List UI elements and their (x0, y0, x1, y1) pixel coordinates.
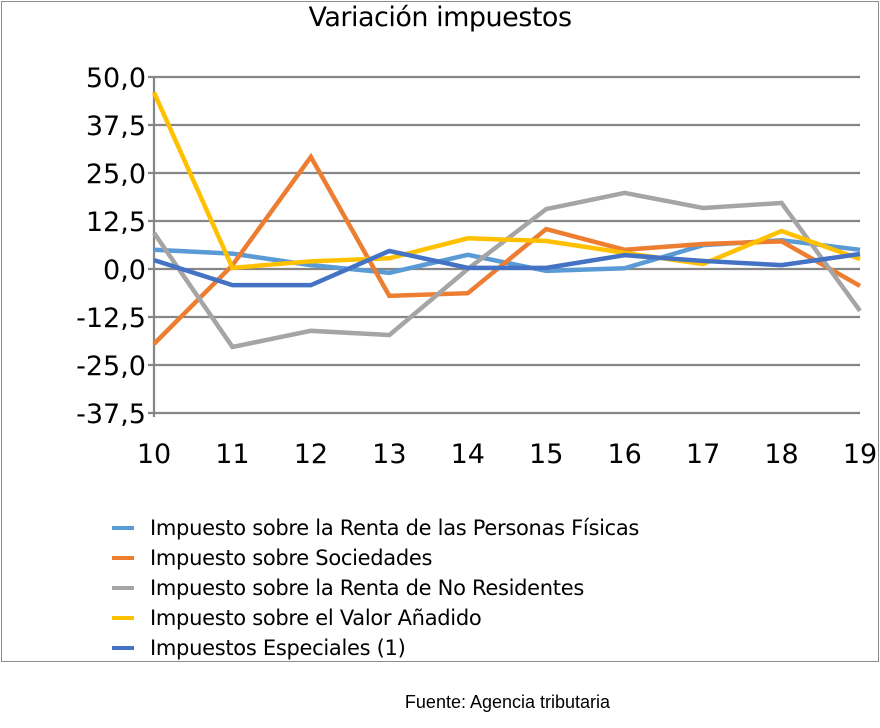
legend-swatch (112, 526, 134, 530)
legend-item: Impuesto sobre la Renta de No Residentes (112, 573, 639, 603)
legend-item: Impuesto sobre el Valor Añadido (112, 603, 639, 633)
legend-item: Impuestos Especiales (1) (112, 633, 639, 663)
legend-swatch (112, 646, 134, 650)
series-lines (151, 91, 862, 350)
series-line-1 (152, 152, 862, 346)
y-tick-label: 25,0 (86, 159, 146, 190)
legend-swatch (112, 556, 134, 560)
series-line-4 (153, 248, 861, 288)
y-tick-label: -12,5 (76, 303, 146, 334)
series-line-3 (151, 91, 861, 271)
y-tick-label: 12,5 (86, 207, 146, 238)
y-tick-label: -25,0 (76, 351, 146, 382)
x-tick-label: 14 (451, 439, 485, 470)
gridlines (148, 75, 860, 417)
x-tick-label: 13 (372, 439, 406, 470)
x-tick-label: 11 (215, 439, 249, 470)
x-tick-label: 12 (294, 439, 328, 470)
x-tick-label: 15 (529, 439, 563, 470)
x-axis-ticks: 10 11 12 13 14 15 16 17 18 19 (137, 439, 877, 470)
y-tick-label: 0,0 (103, 255, 146, 286)
y-tick-label: 37,5 (86, 111, 146, 142)
y-tick-label: -37,5 (76, 399, 146, 430)
legend-swatch (112, 616, 134, 620)
line-chart: 50,037,525,012,50,0-12,5-25,0-37,5 10 11 1… (76, 63, 877, 470)
y-axis-ticks: 50,0 37,5 25,0 12,5 0,0 -12,5 -25,0 -37,5 (76, 63, 146, 430)
x-tick-label: 17 (686, 439, 720, 470)
legend: Impuesto sobre la Renta de las Personas … (112, 513, 639, 663)
legend-label: Impuesto sobre la Renta de las Personas … (150, 516, 640, 540)
x-tick-label: 18 (764, 439, 798, 470)
x-tick-label: 19 (843, 439, 877, 470)
chart-title: Variación impuestos (308, 2, 572, 33)
legend-label: Impuestos Especiales (1) (150, 636, 406, 660)
legend-item: Impuesto sobre la Renta de las Personas … (112, 513, 639, 543)
x-tick-label: 10 (137, 439, 171, 470)
y-tick-label: 50,0 (86, 63, 146, 94)
legend-item: Impuesto sobre Sociedades (112, 543, 639, 573)
legend-label: Impuesto sobre Sociedades (150, 546, 433, 570)
legend-swatch (112, 586, 134, 590)
x-tick-label: 16 (607, 439, 641, 470)
chart-frame (1, 1, 879, 662)
source-note: Fuente: Agencia tributaria (404, 692, 611, 712)
legend-label: Impuesto sobre la Renta de No Residentes (150, 576, 584, 600)
legend-label: Impuesto sobre el Valor Añadido (150, 606, 482, 630)
